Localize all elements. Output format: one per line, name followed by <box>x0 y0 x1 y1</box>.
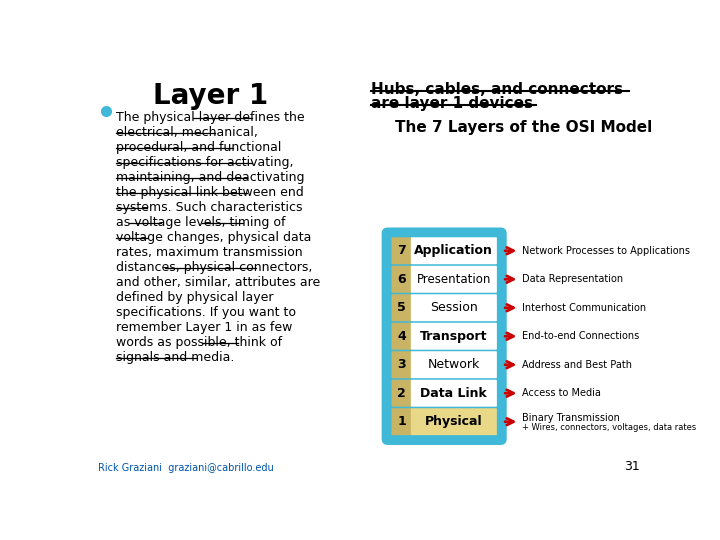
Text: + Wires, connectors, voltages, data rates: + Wires, connectors, voltages, data rate… <box>523 423 697 433</box>
Text: Presentation: Presentation <box>417 273 491 286</box>
Text: Data Link: Data Link <box>420 387 487 400</box>
FancyBboxPatch shape <box>384 230 505 443</box>
Text: electrical, mechanical,: electrical, mechanical, <box>116 126 258 139</box>
Text: specifications. If you want to: specifications. If you want to <box>116 306 296 319</box>
Text: 1: 1 <box>397 415 406 428</box>
FancyBboxPatch shape <box>392 294 412 321</box>
Text: and other, similar, attributes are: and other, similar, attributes are <box>116 276 320 289</box>
FancyBboxPatch shape <box>392 351 412 378</box>
Text: 31: 31 <box>624 460 640 473</box>
FancyBboxPatch shape <box>392 380 412 407</box>
FancyBboxPatch shape <box>411 237 497 264</box>
Text: Hubs, cables, and connectors: Hubs, cables, and connectors <box>371 82 623 97</box>
FancyBboxPatch shape <box>411 408 497 435</box>
Text: Transport: Transport <box>420 330 487 343</box>
Text: voltage changes, physical data: voltage changes, physical data <box>116 231 311 244</box>
Text: Physical: Physical <box>425 415 482 428</box>
Text: Interhost Communication: Interhost Communication <box>523 303 647 313</box>
Text: defined by physical layer: defined by physical layer <box>116 291 273 304</box>
Text: Access to Media: Access to Media <box>523 388 601 398</box>
Text: Binary Transmission: Binary Transmission <box>523 413 621 423</box>
Text: are layer 1 devices: are layer 1 devices <box>371 96 533 111</box>
Text: End-to-end Connections: End-to-end Connections <box>523 331 639 341</box>
Text: 6: 6 <box>397 273 406 286</box>
Text: Address and Best Path: Address and Best Path <box>523 360 632 370</box>
Text: signals and media.: signals and media. <box>116 351 234 364</box>
Text: Rick Graziani  graziani@cabrillo.edu: Rick Graziani graziani@cabrillo.edu <box>98 463 274 473</box>
Text: Network Processes to Applications: Network Processes to Applications <box>523 246 690 256</box>
Text: 5: 5 <box>397 301 406 314</box>
Text: words as possible, think of: words as possible, think of <box>116 336 282 349</box>
FancyBboxPatch shape <box>411 323 497 350</box>
FancyBboxPatch shape <box>392 323 412 350</box>
Text: 4: 4 <box>397 330 406 343</box>
Text: Data Representation: Data Representation <box>523 274 624 284</box>
Text: 3: 3 <box>397 358 406 371</box>
Text: distances, physical connectors,: distances, physical connectors, <box>116 261 312 274</box>
Text: specifications for activating,: specifications for activating, <box>116 156 293 169</box>
FancyBboxPatch shape <box>411 266 497 293</box>
Text: Network: Network <box>428 358 480 371</box>
Text: systems. Such characteristics: systems. Such characteristics <box>116 201 302 214</box>
FancyBboxPatch shape <box>411 380 497 407</box>
Text: The 7 Layers of the OSI Model: The 7 Layers of the OSI Model <box>395 120 652 135</box>
Text: 2: 2 <box>397 387 406 400</box>
Text: 7: 7 <box>397 244 406 257</box>
Text: Session: Session <box>430 301 478 314</box>
Text: the physical link between end: the physical link between end <box>116 186 303 199</box>
Text: remember Layer 1 in as few: remember Layer 1 in as few <box>116 321 292 334</box>
Text: rates, maximum transmission: rates, maximum transmission <box>116 246 302 259</box>
FancyBboxPatch shape <box>392 266 412 293</box>
FancyBboxPatch shape <box>392 237 412 264</box>
Text: maintaining, and deactivating: maintaining, and deactivating <box>116 171 304 184</box>
FancyBboxPatch shape <box>411 351 497 378</box>
FancyBboxPatch shape <box>392 408 412 435</box>
Text: as voltage levels, timing of: as voltage levels, timing of <box>116 216 285 229</box>
Text: The physical layer defines the: The physical layer defines the <box>116 111 304 124</box>
Text: Application: Application <box>415 244 493 257</box>
Text: procedural, and functional: procedural, and functional <box>116 141 281 154</box>
FancyBboxPatch shape <box>411 294 497 321</box>
Text: Layer 1: Layer 1 <box>153 82 268 110</box>
